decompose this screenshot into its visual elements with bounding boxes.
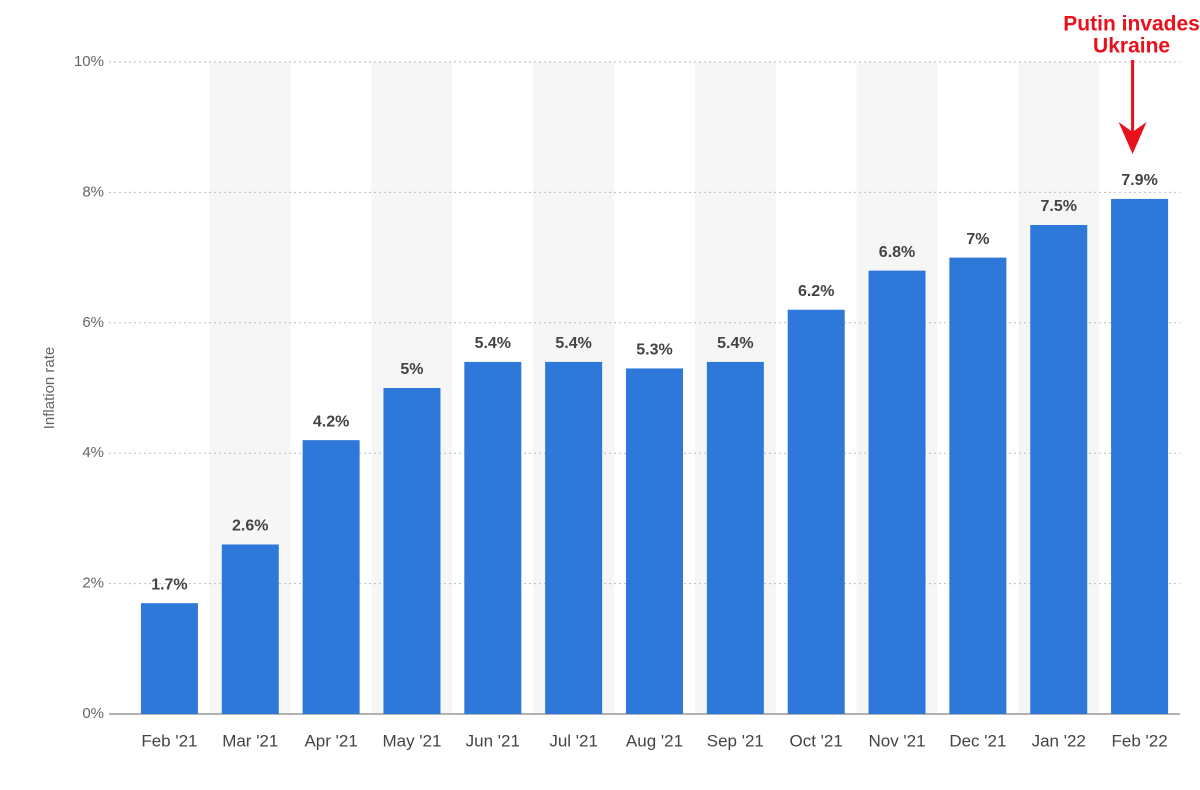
value-label: 5%	[400, 361, 423, 378]
y-tick-label: 6%	[82, 314, 104, 331]
bar	[302, 440, 360, 714]
value-label: 6.2%	[798, 283, 834, 300]
x-tick-label: Jun '21	[466, 731, 520, 750]
x-tick-label: Jan '22	[1032, 731, 1086, 750]
value-label: 1.7%	[151, 576, 187, 593]
bar	[949, 257, 1007, 714]
x-tick-label: Feb '21	[141, 731, 197, 750]
x-tick-label: Feb '22	[1111, 731, 1167, 750]
y-tick-label: 2%	[82, 575, 104, 592]
x-tick-label: Dec '21	[949, 731, 1006, 750]
bar	[868, 270, 926, 714]
bar	[383, 388, 441, 714]
value-label: 5.3%	[636, 342, 672, 359]
bar	[787, 309, 845, 714]
value-label: 7.9%	[1121, 172, 1157, 189]
annotation: Putin invades	[1063, 13, 1200, 36]
bar	[464, 361, 522, 714]
x-tick-label: Oct '21	[790, 731, 843, 750]
x-tick-label: May '21	[382, 731, 441, 750]
y-tick-label: 4%	[82, 444, 104, 461]
annotation: Ukraine	[1093, 35, 1170, 58]
x-tick-label: Nov '21	[868, 731, 925, 750]
bar	[140, 603, 198, 714]
bar	[706, 361, 764, 714]
value-label: 5.4%	[475, 335, 511, 352]
value-label: 5.4%	[555, 335, 591, 352]
bar	[1111, 198, 1169, 715]
value-label: 2.6%	[232, 518, 268, 535]
value-label: 7%	[966, 231, 989, 248]
value-label: 6.8%	[879, 244, 915, 261]
bar	[545, 361, 603, 714]
value-label: 4.2%	[313, 413, 349, 430]
bar	[1030, 225, 1088, 714]
x-tick-label: Aug '21	[626, 731, 683, 750]
bar	[221, 544, 279, 714]
x-tick-label: Mar '21	[222, 731, 278, 750]
y-tick-label: 8%	[82, 183, 104, 200]
x-tick-label: Jul '21	[549, 731, 598, 750]
bar	[626, 368, 683, 714]
value-label: 5.4%	[717, 335, 753, 352]
value-label: 7.5%	[1040, 198, 1076, 215]
y-axis-label: Inflation rate	[41, 347, 58, 430]
y-tick-label: 10%	[74, 53, 104, 70]
annotation-arrowhead	[1118, 122, 1147, 154]
x-tick-label: Apr '21	[304, 731, 357, 750]
y-tick-label: 0%	[82, 705, 104, 722]
x-tick-label: Sep '21	[707, 731, 764, 750]
